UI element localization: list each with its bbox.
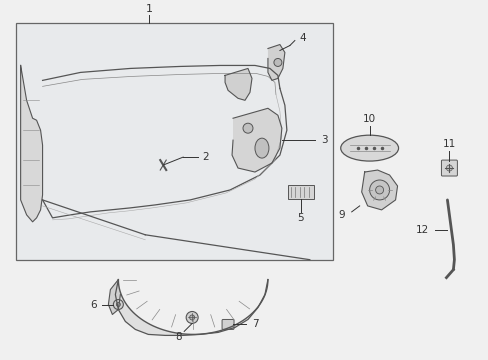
Text: 2: 2 — [202, 152, 208, 162]
Circle shape — [273, 58, 281, 67]
Bar — [287, 185, 313, 199]
Circle shape — [375, 186, 383, 194]
Polygon shape — [224, 68, 251, 100]
Polygon shape — [115, 280, 267, 336]
Circle shape — [446, 165, 451, 171]
FancyBboxPatch shape — [222, 319, 234, 329]
Circle shape — [189, 315, 194, 320]
Circle shape — [186, 311, 198, 323]
Ellipse shape — [340, 135, 398, 161]
Circle shape — [243, 123, 252, 133]
Text: 8: 8 — [175, 332, 181, 342]
Text: 6: 6 — [90, 300, 96, 310]
Polygon shape — [108, 280, 120, 315]
Polygon shape — [361, 170, 397, 210]
Polygon shape — [267, 45, 285, 80]
Bar — [16, 23, 332, 260]
Text: 5: 5 — [297, 213, 304, 223]
Circle shape — [116, 302, 120, 306]
FancyBboxPatch shape — [441, 160, 456, 176]
Text: 12: 12 — [415, 225, 428, 235]
Text: 4: 4 — [299, 32, 306, 42]
Text: 10: 10 — [362, 114, 375, 124]
Text: 3: 3 — [320, 135, 327, 145]
Polygon shape — [232, 108, 281, 172]
Text: 7: 7 — [251, 319, 258, 329]
Circle shape — [113, 300, 123, 310]
Text: 11: 11 — [442, 139, 455, 149]
Text: 1: 1 — [145, 4, 152, 14]
Circle shape — [369, 180, 389, 200]
Ellipse shape — [254, 138, 268, 158]
Text: 9: 9 — [337, 210, 344, 220]
Polygon shape — [20, 66, 42, 222]
